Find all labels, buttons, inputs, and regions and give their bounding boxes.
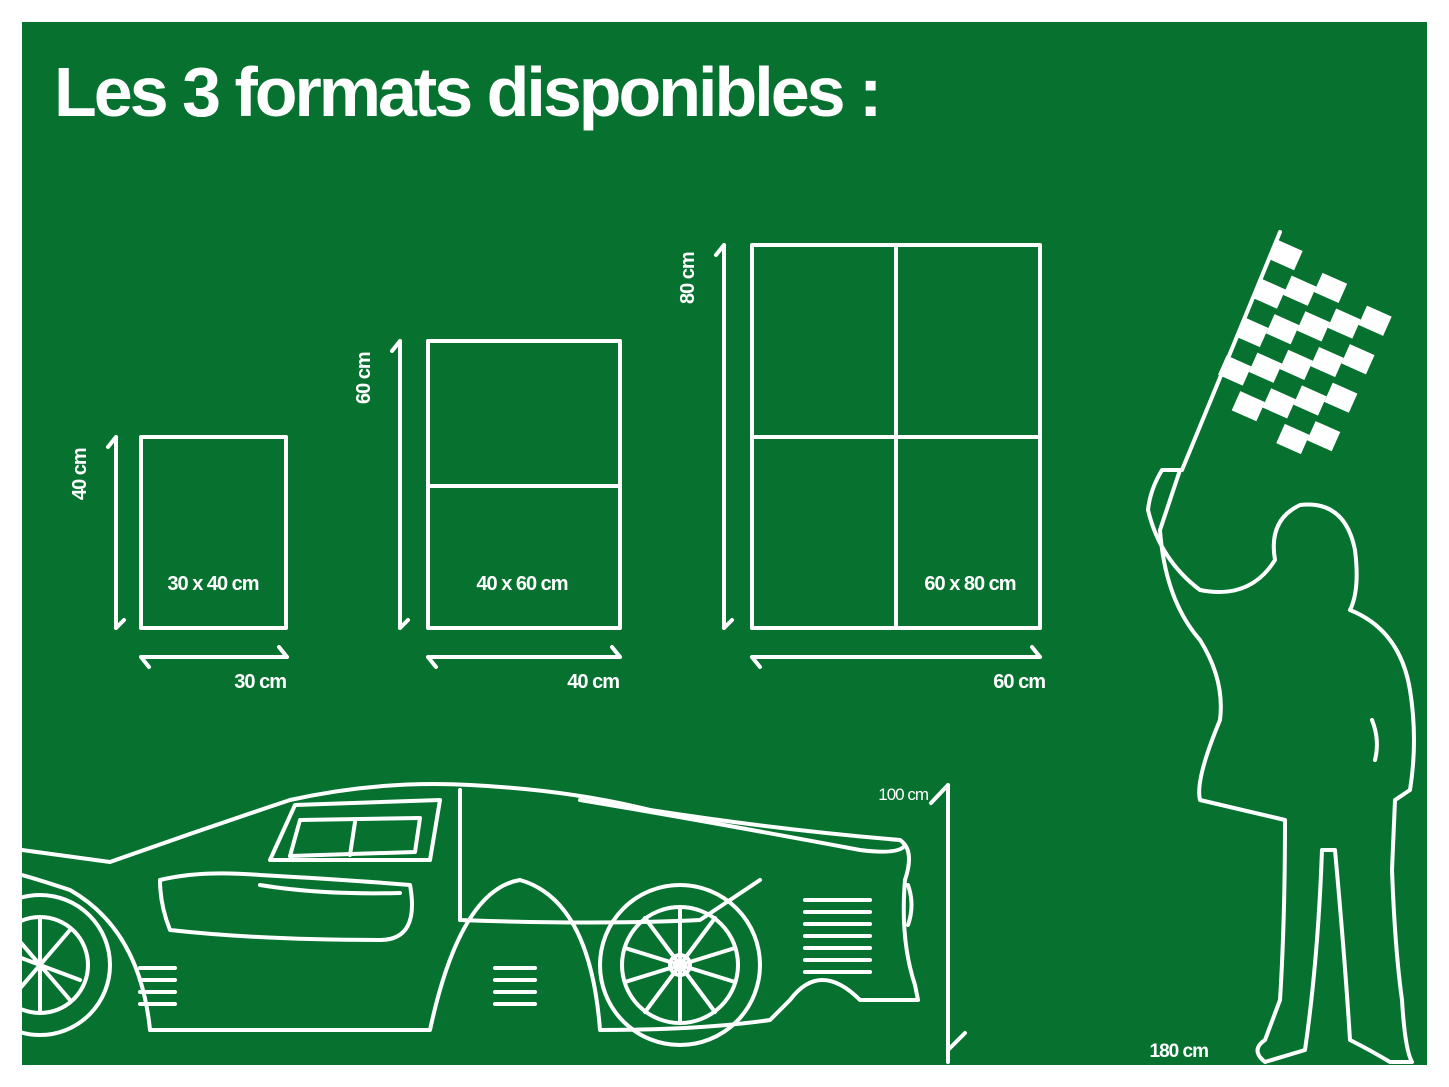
flag-pole	[1180, 230, 1282, 472]
flag-square	[1248, 352, 1283, 383]
height-label: 80 cm	[677, 252, 699, 304]
flag-square	[1296, 311, 1331, 342]
flag-square	[1269, 240, 1303, 271]
car-window	[268, 798, 442, 862]
diagram-canvas: 30 x 40 cm 30 cm 40 cm 40 x 60 cm 40 cm …	[22, 230, 1416, 1064]
height-dimension-60	[390, 339, 410, 630]
person-height-label: 180 cm	[1150, 1041, 1209, 1062]
flag-square	[1279, 349, 1313, 380]
width-label: 40 cm	[567, 671, 619, 693]
flag-square	[1283, 275, 1317, 306]
flag-square	[1307, 421, 1341, 452]
format-30x40: 30 x 40 cm 30 cm 40 cm	[69, 435, 289, 693]
rear-wheel	[598, 883, 762, 1047]
flag-square	[1276, 423, 1310, 455]
height-dimension-40	[106, 435, 126, 630]
format-label: 60 x 80 cm	[924, 573, 1015, 595]
flag-square	[1252, 278, 1286, 309]
width-dimension-30	[139, 645, 289, 669]
car-height-label: 100 cm	[878, 785, 929, 804]
format-40x60: 40 x 60 cm 40 cm 60 cm	[353, 339, 622, 693]
flag-square	[1327, 308, 1361, 339]
person-illustration	[1146, 230, 1416, 1064]
page-title: Les 3 formats disponibles :	[54, 53, 882, 131]
flag-square	[1358, 305, 1392, 336]
width-label: 60 cm	[993, 671, 1045, 693]
height-label: 60 cm	[353, 352, 375, 404]
front-wheel	[22, 893, 112, 1037]
format-label: 30 x 40 cm	[167, 573, 258, 595]
car-illustration	[22, 782, 920, 1047]
frame-30x40	[139, 435, 288, 630]
flag-square	[1341, 344, 1375, 375]
car-side-intake	[158, 871, 414, 942]
checkered-flag	[1218, 240, 1392, 455]
flag-square	[1313, 272, 1348, 304]
flag-square	[1265, 314, 1300, 345]
panel-dividers	[750, 243, 1042, 630]
flag-square	[1310, 346, 1344, 378]
height-label: 40 cm	[69, 448, 91, 500]
width-label: 30 cm	[234, 671, 286, 693]
flag-square	[1218, 355, 1252, 386]
car-vents	[803, 898, 872, 974]
flag-square	[1293, 385, 1327, 416]
flag-square	[1262, 388, 1296, 419]
height-dimension-80	[714, 243, 734, 630]
flag-square	[1231, 391, 1265, 422]
infographic-panel: 30 x 40 cm 30 cm 40 cm 40 x 60 cm 40 cm …	[22, 22, 1427, 1065]
flag-square	[1324, 382, 1358, 413]
flag-square	[1235, 316, 1269, 348]
width-dimension-40	[426, 645, 622, 669]
format-label: 40 x 60 cm	[476, 573, 567, 595]
format-60x80: 60 x 80 cm 60 cm 80 cm	[677, 243, 1046, 693]
width-dimension-60	[750, 645, 1042, 669]
car-height-dimension: 100 cm	[878, 783, 967, 1064]
